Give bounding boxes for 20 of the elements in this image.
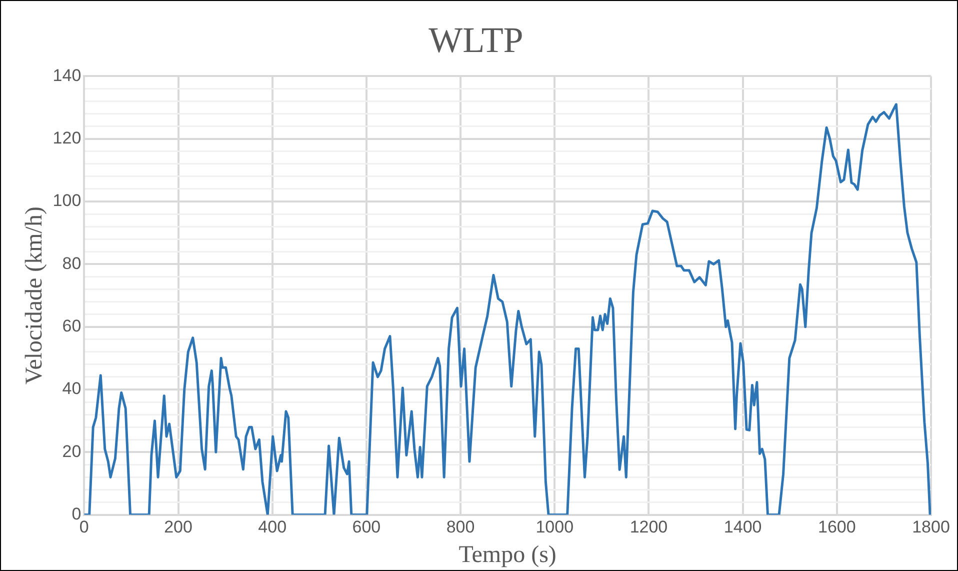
x-tick-label: 1200 [630, 518, 668, 537]
x-tick-label: 200 [164, 518, 192, 537]
y-tick-label: 20 [62, 442, 82, 461]
chart-title: WLTP [428, 20, 524, 60]
x-tick-label: 1400 [724, 518, 762, 537]
x-tick-label: 1800 [912, 518, 950, 537]
y-axis-title: Velocidade (km/h) [22, 206, 48, 384]
x-tick-label: 1000 [536, 518, 574, 537]
x-axis-title: Tempo (s) [458, 542, 556, 568]
y-tick-label: 120 [52, 128, 82, 148]
y-tick-label: 0 [72, 504, 82, 524]
y-tick-label: 100 [52, 191, 82, 210]
x-tick-label: 800 [446, 518, 475, 537]
y-tick-label: 140 [52, 66, 82, 85]
x-tick-label: 1600 [818, 518, 856, 537]
y-tick-label: 80 [62, 254, 82, 273]
y-tick-label: 60 [62, 316, 82, 336]
x-tick-label: 400 [258, 518, 287, 537]
y-tick-label: 40 [62, 379, 82, 398]
x-tick-label: 600 [352, 518, 381, 537]
